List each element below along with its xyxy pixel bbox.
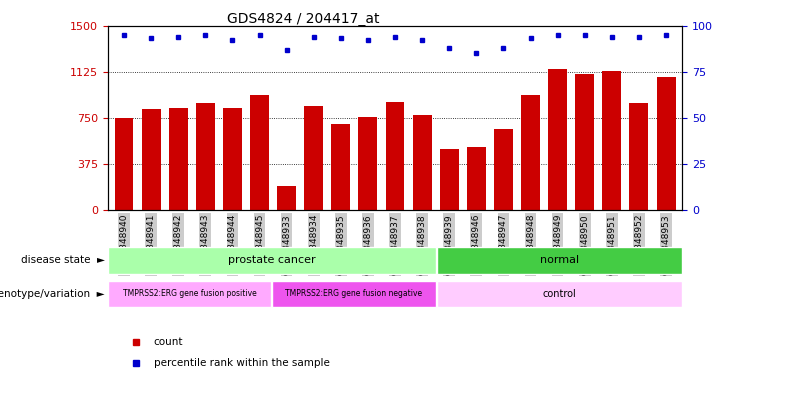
Text: GSM1348951: GSM1348951 bbox=[607, 214, 616, 275]
Text: control: control bbox=[543, 289, 576, 299]
Text: GSM1348938: GSM1348938 bbox=[417, 214, 427, 275]
Bar bbox=[250, 94, 269, 210]
Bar bbox=[494, 129, 513, 210]
Text: GSM1348934: GSM1348934 bbox=[309, 214, 318, 274]
Text: GSM1348952: GSM1348952 bbox=[634, 214, 643, 274]
Text: GSM1348944: GSM1348944 bbox=[228, 214, 237, 274]
FancyBboxPatch shape bbox=[109, 247, 436, 274]
Bar bbox=[575, 73, 595, 210]
Bar bbox=[304, 106, 323, 210]
Text: GSM1348937: GSM1348937 bbox=[390, 214, 400, 275]
FancyBboxPatch shape bbox=[109, 281, 271, 307]
Text: disease state  ►: disease state ► bbox=[21, 255, 105, 265]
Bar bbox=[385, 102, 405, 210]
Text: TMPRSS2:ERG gene fusion negative: TMPRSS2:ERG gene fusion negative bbox=[286, 289, 422, 298]
FancyBboxPatch shape bbox=[272, 281, 436, 307]
Text: GSM1348947: GSM1348947 bbox=[499, 214, 508, 274]
Text: GSM1348942: GSM1348942 bbox=[174, 214, 183, 274]
Text: GSM1348936: GSM1348936 bbox=[363, 214, 373, 275]
Text: GSM1348933: GSM1348933 bbox=[282, 214, 291, 275]
Text: normal: normal bbox=[539, 255, 579, 265]
Text: prostate cancer: prostate cancer bbox=[228, 255, 316, 265]
Bar bbox=[602, 71, 622, 210]
FancyBboxPatch shape bbox=[437, 247, 681, 274]
Bar bbox=[141, 109, 160, 210]
Text: GSM1348949: GSM1348949 bbox=[553, 214, 562, 274]
Text: GDS4824 / 204417_at: GDS4824 / 204417_at bbox=[227, 12, 380, 26]
Bar bbox=[467, 147, 486, 210]
Bar bbox=[358, 117, 377, 210]
Bar bbox=[223, 108, 242, 210]
Text: GSM1348946: GSM1348946 bbox=[472, 214, 481, 274]
Text: genotype/variation  ►: genotype/variation ► bbox=[0, 289, 105, 299]
Bar bbox=[548, 69, 567, 210]
Text: GSM1348935: GSM1348935 bbox=[336, 214, 346, 275]
Bar bbox=[521, 94, 540, 210]
Text: GSM1348945: GSM1348945 bbox=[255, 214, 264, 274]
Text: percentile rank within the sample: percentile rank within the sample bbox=[154, 358, 330, 368]
Text: count: count bbox=[154, 337, 184, 347]
Bar bbox=[114, 118, 133, 210]
Text: GSM1348940: GSM1348940 bbox=[120, 214, 128, 274]
Bar bbox=[630, 103, 649, 210]
Bar bbox=[196, 103, 215, 210]
Bar bbox=[277, 185, 296, 210]
Text: GSM1348941: GSM1348941 bbox=[147, 214, 156, 274]
Text: GSM1348950: GSM1348950 bbox=[580, 214, 589, 275]
Text: TMPRSS2:ERG gene fusion positive: TMPRSS2:ERG gene fusion positive bbox=[123, 289, 257, 298]
Bar bbox=[440, 149, 459, 210]
Bar bbox=[413, 116, 432, 210]
Text: GSM1348953: GSM1348953 bbox=[662, 214, 670, 275]
Bar bbox=[168, 108, 188, 210]
Text: GSM1348943: GSM1348943 bbox=[201, 214, 210, 274]
Text: GSM1348948: GSM1348948 bbox=[526, 214, 535, 274]
FancyBboxPatch shape bbox=[437, 281, 681, 307]
Bar bbox=[657, 77, 676, 210]
Bar bbox=[331, 124, 350, 210]
Text: GSM1348939: GSM1348939 bbox=[444, 214, 454, 275]
